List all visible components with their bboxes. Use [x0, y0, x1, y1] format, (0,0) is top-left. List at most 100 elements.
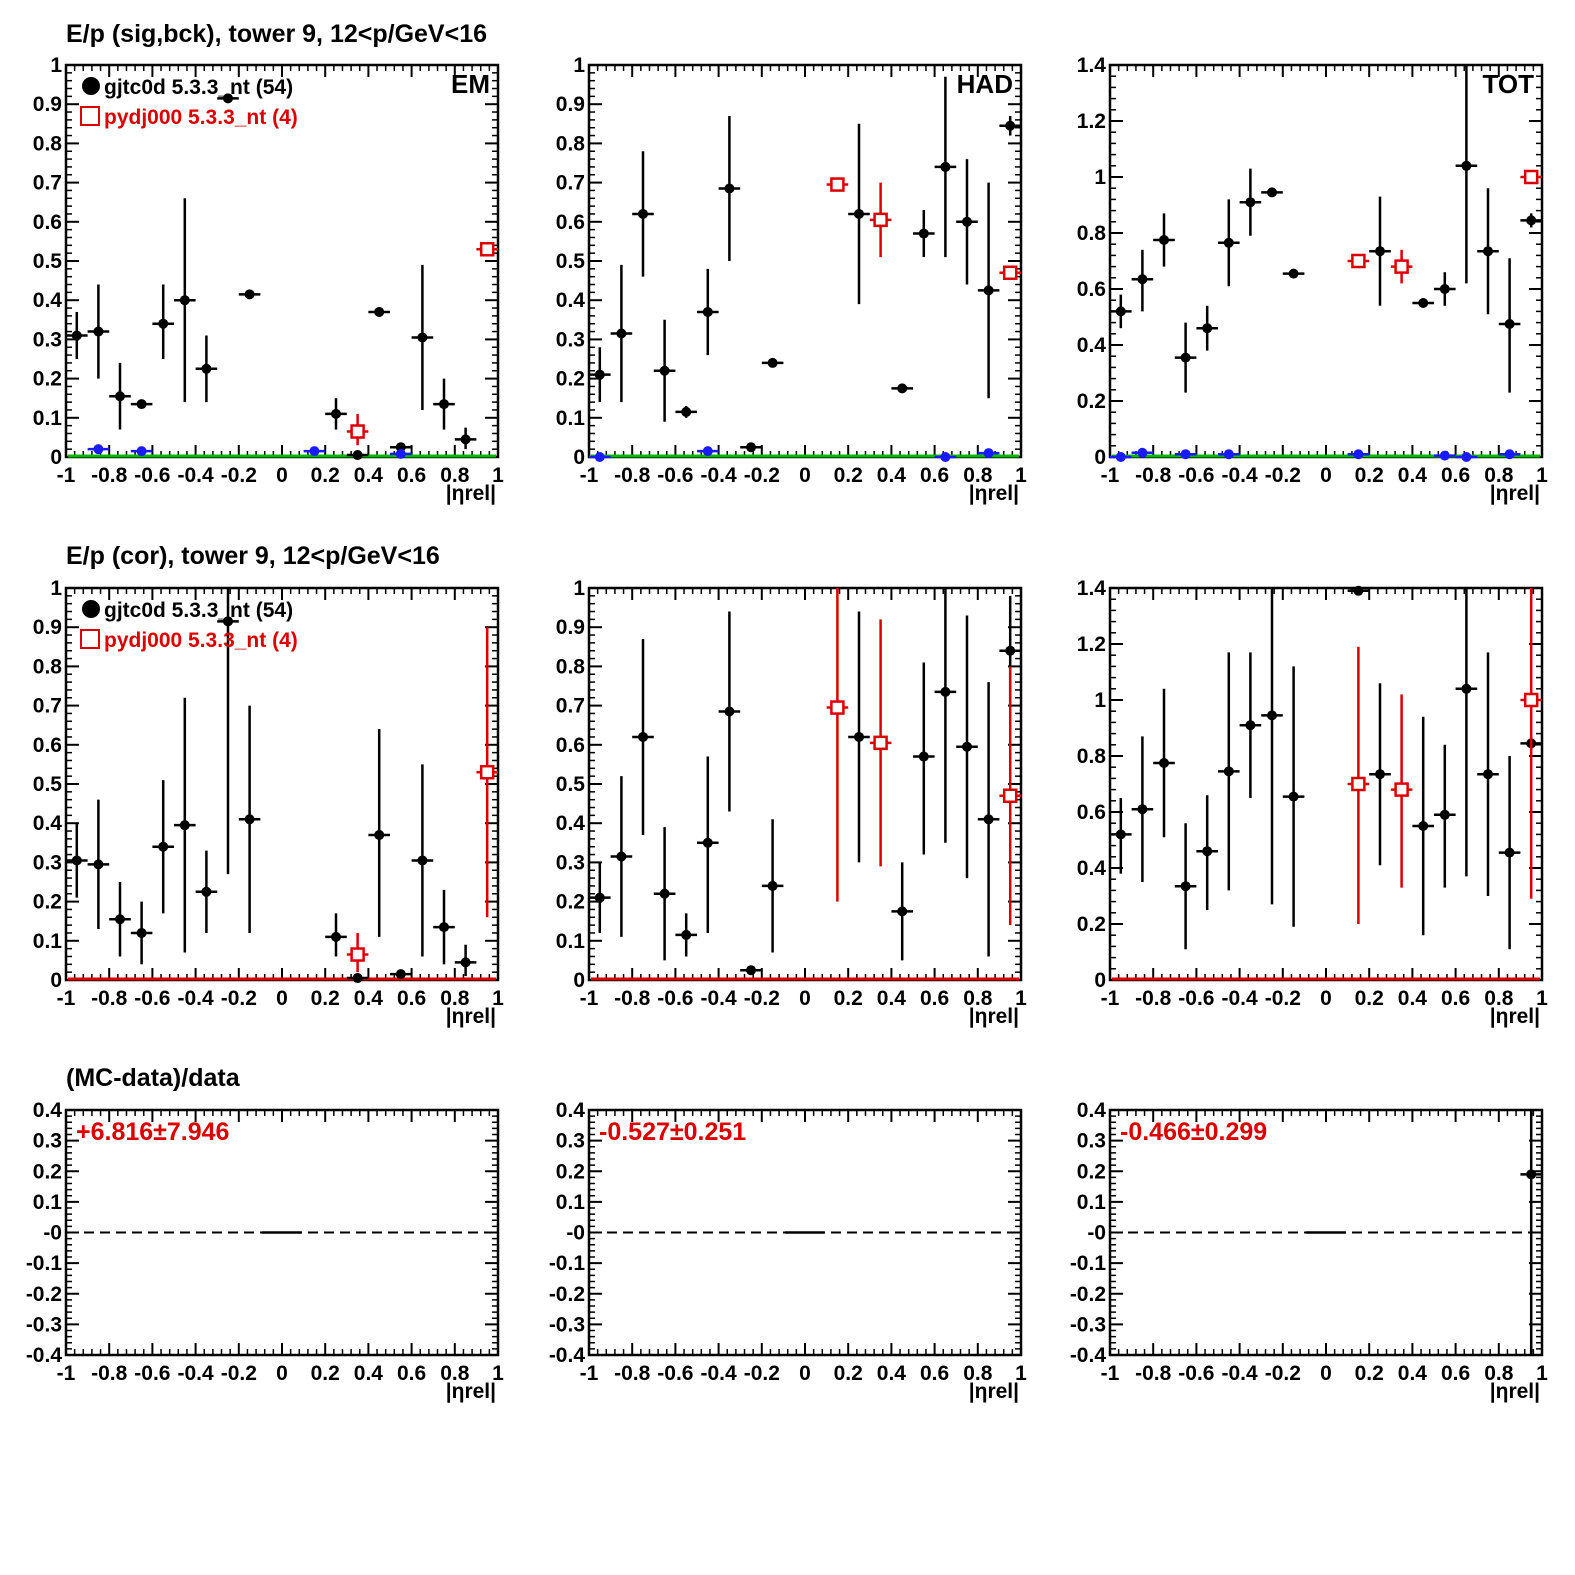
- data-point-marker: [244, 814, 255, 825]
- mc-point-marker: [350, 424, 365, 439]
- y-tick-label: 0: [1094, 446, 1106, 469]
- y-tick-label: -0.2: [1070, 1283, 1106, 1306]
- x-axis-label: |ηrel|: [969, 1380, 1019, 1403]
- x-tick-label: -0.8: [1135, 987, 1172, 1010]
- data-point-marker: [352, 450, 363, 461]
- x-tick-label: 0.8: [963, 464, 993, 487]
- legend-mc-marker: [80, 629, 100, 649]
- data-point-marker: [962, 216, 972, 227]
- x-tick-label: -1: [1101, 987, 1120, 1010]
- x-axis-label: |ηrel|: [969, 1005, 1019, 1028]
- x-tick-label: -0.8: [1135, 464, 1172, 487]
- data-point-marker: [352, 973, 363, 984]
- y-tick-label: 0.5: [33, 773, 63, 796]
- mc-point-marker: [1523, 692, 1539, 708]
- y-tick-label: 0.3: [33, 328, 62, 351]
- data-point-marker: [702, 306, 713, 317]
- x-tick-label: -0.6: [134, 464, 170, 487]
- legend-mc-marker: [80, 106, 100, 126]
- data-point-marker: [918, 751, 929, 762]
- data-point-marker: [1202, 323, 1213, 334]
- plot-frame: [587, 63, 1023, 459]
- data-point-marker: [1439, 809, 1450, 820]
- x-tick-label: 0.4: [354, 464, 384, 487]
- y-tick-label: 1.2: [1077, 633, 1106, 656]
- y-tick-label: 0.6: [33, 211, 62, 234]
- x-tick-label: -0.2: [1265, 1362, 1301, 1385]
- x-tick-label: -0.2: [744, 1362, 780, 1385]
- data-point-marker: [1504, 319, 1515, 329]
- mc-point-marker: [1351, 253, 1366, 269]
- data-point-marker: [1223, 237, 1234, 248]
- bck-point-marker: [1439, 450, 1450, 461]
- y-tick-label: 0.4: [1077, 857, 1107, 880]
- x-tick-label: 0.8: [1484, 1362, 1514, 1385]
- legend-mc-label: pydj000 5.3.3_nt (4): [104, 629, 298, 652]
- mc-point-marker: [1394, 782, 1409, 797]
- y-tick-label: 0.1: [33, 1191, 63, 1214]
- ratio-annotation: +6.816±7.946: [76, 1118, 229, 1146]
- x-tick-label: 0.8: [440, 464, 470, 487]
- y-tick-label: 0.5: [556, 250, 586, 273]
- y-tick-label: 0.5: [33, 250, 63, 273]
- y-tick-label: 0.3: [1077, 1130, 1106, 1153]
- data-point-marker: [179, 820, 190, 831]
- x-tick-label: -0.2: [744, 464, 780, 487]
- bck-point-marker: [1223, 449, 1234, 460]
- y-tick-label: 1: [573, 54, 585, 77]
- data-point-marker: [136, 399, 147, 410]
- x-tick-label: 0: [276, 1362, 288, 1385]
- data-point-marker: [439, 399, 449, 410]
- x-tick-label: 0.6: [1441, 1362, 1470, 1385]
- panel-label: HAD: [957, 69, 1013, 99]
- y-tick-label: -0.1: [1070, 1252, 1107, 1275]
- y-tick-label: 1: [50, 54, 62, 77]
- x-tick-label: -0.8: [614, 464, 651, 487]
- data-point-marker: [1202, 846, 1213, 857]
- y-tick-label: 0.2: [556, 891, 585, 914]
- panel-cor-had: -1 -0.8 -0.6 -0.4 -0.2 0 0.2 0.4 0.6 0.8 1 0 0.1 0.2 0…: [556, 577, 1027, 1028]
- x-tick-label: -0.4: [701, 1362, 738, 1385]
- data-point-marker: [638, 208, 648, 219]
- y-tick-label: 0.2: [1077, 1160, 1106, 1183]
- x-tick-label: -1: [57, 1362, 76, 1385]
- x-tick-label: 0.6: [920, 464, 949, 487]
- x-axis-label: |ηrel|: [1490, 1005, 1540, 1028]
- y-tick-label: 0.2: [556, 1160, 585, 1183]
- data-point-marker: [897, 906, 908, 917]
- data-point-marker: [201, 363, 212, 374]
- y-tick-label: 0.8: [1077, 222, 1107, 245]
- data-point-marker: [616, 851, 627, 862]
- panel-cor-em: -1 -0.8 -0.6 -0.4 -0.2 0 0.2 0.4 0.6 0.8 1 0 0.1 0.2 0…: [33, 577, 504, 1028]
- panel-ratio-had: -1 -0.8 -0.6 -0.4 -0.2 0 0.2 0.4 0.6 0.8 1 -0.4 -0.3…: [549, 1099, 1027, 1403]
- x-tick-label: -0.8: [1135, 1362, 1172, 1385]
- legend-data-label: gjtc0d 5.3.3_nt (54): [104, 76, 293, 99]
- y-tick-label: 0.2: [1077, 913, 1106, 936]
- data-point-marker: [724, 183, 735, 194]
- y-tick-label: 0.4: [556, 1099, 586, 1122]
- x-tick-label: -1: [1101, 1362, 1120, 1385]
- y-tick-label: 0.1: [556, 930, 586, 953]
- mc-point-marker: [830, 700, 845, 715]
- x-tick-label: -1: [57, 987, 76, 1010]
- y-tick-label: 0.2: [1077, 390, 1106, 413]
- mc-point-marker: [1523, 169, 1539, 185]
- x-tick-label: 0.2: [1355, 1362, 1384, 1385]
- data-point-marker: [659, 888, 670, 899]
- data-point-marker: [1115, 306, 1126, 317]
- data-point-marker: [93, 326, 104, 337]
- data-point-marker: [115, 914, 125, 925]
- data-point-marker: [702, 837, 713, 848]
- data-point-marker: [93, 859, 104, 870]
- data-point-marker: [1353, 585, 1364, 596]
- x-tick-label: 0: [276, 987, 288, 1010]
- x-tick-label: 0.2: [311, 987, 340, 1010]
- x-tick-label: 0.4: [1398, 464, 1428, 487]
- data-point-marker: [71, 855, 82, 866]
- x-tick-label: 0.2: [1355, 987, 1384, 1010]
- data-point-marker: [136, 927, 147, 938]
- x-axis-label: |ηrel|: [969, 482, 1019, 505]
- data-point-marker: [1180, 352, 1191, 363]
- y-tick-label: 0.2: [33, 368, 62, 391]
- y-tick-label: 0.4: [33, 289, 63, 312]
